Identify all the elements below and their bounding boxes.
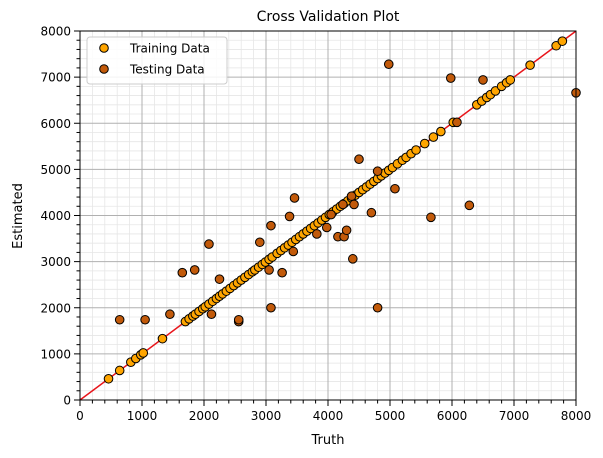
training-point	[525, 60, 535, 70]
testing-point	[214, 274, 225, 284]
training-point	[411, 145, 421, 155]
y-tick-label: 3000	[40, 255, 71, 269]
training-point	[157, 333, 168, 344]
x-tick-label: 1000	[127, 409, 158, 423]
testing-point	[354, 154, 364, 165]
x-axis: 0 1000 2000 3000 4000 5000 6000 7000 8000	[76, 400, 591, 423]
y-tick-label: 6000	[40, 117, 71, 131]
testing-point	[233, 314, 244, 325]
y-axis: 0 1000 2000 3000 4000 5000 6000 7000 8000	[40, 25, 80, 408]
testing-point	[346, 191, 357, 201]
y-tick-label: 2000	[40, 301, 71, 315]
testing-point	[321, 222, 332, 233]
y-tick-label: 7000	[40, 71, 71, 85]
y-axis-label: Estimated	[11, 183, 26, 249]
legend-label-training-data: Training Data	[129, 42, 210, 56]
testing-point	[277, 267, 287, 278]
testing-point	[266, 220, 276, 231]
testing-point	[326, 209, 336, 220]
testing-point	[140, 314, 150, 325]
x-tick-label: 8000	[561, 409, 592, 423]
testing-point	[390, 183, 400, 194]
testing-point	[426, 212, 436, 223]
x-tick-label: 0	[76, 409, 84, 423]
testing-point	[464, 200, 475, 211]
x-axis-label: Truth	[311, 433, 345, 448]
x-tick-label: 3000	[251, 409, 282, 423]
training-point	[557, 36, 568, 46]
training-point	[419, 138, 430, 149]
testing-point	[165, 309, 175, 320]
testing-point	[366, 207, 377, 218]
chart-title: Cross Validation Plot	[257, 9, 400, 25]
y-tick-label: 8000	[40, 25, 71, 39]
legend-box	[86, 36, 228, 85]
legend-label-testing-data: Testing Data	[129, 63, 205, 77]
testing-point	[452, 117, 462, 128]
testing-point	[289, 193, 300, 203]
x-tick-label: 4000	[313, 409, 344, 423]
testing-point	[206, 309, 217, 320]
x-tick-label: 2000	[189, 409, 220, 423]
testing-point	[383, 59, 394, 70]
legend-marker-training-data	[99, 43, 109, 53]
testing-point	[189, 265, 200, 275]
testing-point	[445, 73, 456, 83]
testing-point	[349, 199, 359, 210]
testing-point	[341, 225, 352, 236]
y-tick-label: 5000	[40, 163, 71, 177]
testing-point	[284, 211, 295, 222]
testing-point	[288, 246, 299, 257]
training-point	[114, 365, 125, 376]
x-tick-label: 6000	[437, 409, 468, 423]
legend: Training Data Testing Data	[86, 36, 228, 85]
training-point	[138, 348, 149, 358]
testing-point	[312, 229, 322, 239]
y-tick-label: 4000	[40, 209, 71, 223]
testing-point	[114, 314, 125, 325]
y-tick-label: 0	[63, 394, 71, 408]
training-point	[436, 126, 446, 137]
x-tick-label: 5000	[375, 409, 406, 423]
testing-point	[204, 239, 214, 249]
testing-point	[478, 75, 488, 85]
testing-point	[372, 302, 383, 313]
testing-point	[266, 302, 276, 313]
testing-point	[372, 166, 383, 177]
series-testing-data	[114, 59, 581, 327]
legend-marker-testing-data	[99, 64, 109, 74]
testing-point	[177, 267, 188, 278]
training-point	[103, 373, 114, 384]
testing-point	[338, 199, 348, 210]
training-point	[428, 132, 439, 142]
x-tick-label: 7000	[499, 409, 530, 423]
plot-content	[79, 30, 581, 401]
testing-point	[348, 254, 358, 264]
training-point	[505, 75, 516, 85]
y-tick-label: 1000	[40, 347, 71, 361]
testing-point	[254, 237, 265, 248]
testing-point	[264, 265, 274, 275]
